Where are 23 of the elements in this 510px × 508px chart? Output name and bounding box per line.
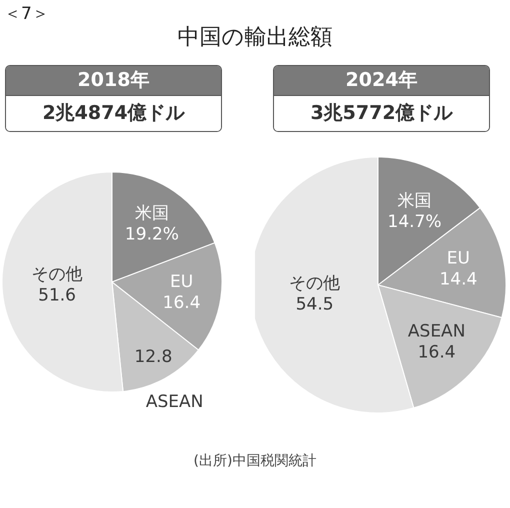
chart-subtitle: 3兆5772億ドル [274,95,489,131]
slice-label: その他 [32,264,83,284]
data-label: 19.2% [124,224,179,245]
slice-label: EU [446,248,470,269]
chart-subtitle: 2兆4874億ドル [6,95,221,131]
slice-label: その他 [289,274,340,294]
data-label: 16.4 [418,342,456,363]
data-label: 16.4 [162,293,201,314]
chart-title: 2018年 [6,66,221,95]
data-label: 14.7% [387,212,442,232]
text: (出所)中国税関統計 [192,452,318,470]
data-label: 12.8 [134,347,172,368]
slice-label: EU [170,272,194,292]
slice-label: ASEAN [408,322,466,342]
slice-label: 米国 [398,191,432,212]
chart-title: 2024年 [274,66,489,95]
text: 中国の輸出総額 [178,25,332,50]
slice-label: ASEAN [146,392,204,412]
data-label: 14.4 [439,270,478,290]
slice-label: 米国 [134,204,169,224]
data-label: 51.6 [38,285,76,306]
data-label: 54.5 [296,294,334,315]
text: ＜7＞ [4,3,49,25]
